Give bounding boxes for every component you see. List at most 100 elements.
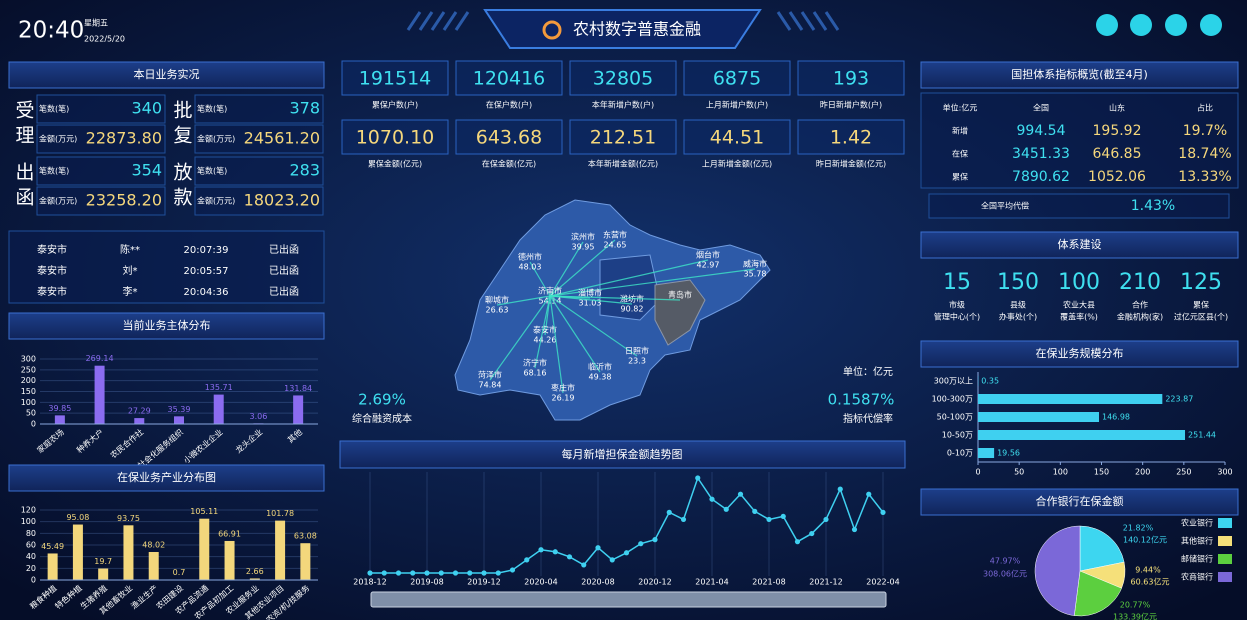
point [695, 475, 701, 481]
system-label: 过亿元区县(个) [1174, 312, 1228, 322]
bar [54, 415, 65, 424]
data-label: 3.06 [250, 412, 268, 421]
stat-value: 0.1587% [828, 391, 895, 409]
point [395, 570, 402, 576]
export-button[interactable] [1130, 14, 1152, 36]
zoom-slider[interactable] [370, 591, 887, 608]
amount-value: 23258.20 [86, 191, 162, 210]
system-label: 累保 [1193, 300, 1209, 310]
count-label: 笔数(笔) [39, 166, 69, 176]
bar [94, 365, 105, 424]
kpi-label: 在保金额(亿元) [482, 159, 536, 169]
kpi-box [455, 60, 563, 96]
point [410, 570, 416, 576]
point [438, 570, 444, 576]
refresh-button[interactable] [1200, 14, 1222, 36]
count-value: 283 [289, 161, 320, 180]
x-tick-label: 2021-12 [809, 578, 842, 587]
point [823, 516, 829, 523]
legend-swatch [1218, 518, 1232, 528]
amount-label: 金额(万元) [39, 134, 77, 144]
point [866, 491, 872, 497]
bar [249, 578, 260, 580]
record-cell: 李* [123, 285, 138, 298]
data-label: 93.75 [117, 514, 140, 523]
point [609, 557, 615, 563]
city-name: 烟台市 [696, 250, 720, 260]
table-header: 全国 [1033, 103, 1049, 113]
kpi-box [683, 60, 791, 96]
y-tick-label: 200 [21, 376, 36, 385]
amount-label: 金额(万元) [39, 196, 77, 206]
data-label: 251.44 [1188, 431, 1216, 440]
stat-label: 指标代偿率 [843, 412, 893, 425]
amount-label: 金额(万元) [197, 196, 235, 206]
slice-amount: 133.39亿元 [1113, 612, 1157, 620]
y-tick-label: 250 [21, 365, 36, 374]
data-label: 0.35 [981, 377, 999, 386]
flow-line [496, 295, 551, 306]
legend-swatch [1218, 536, 1232, 546]
panel-header [920, 488, 1239, 516]
record-cell: 20:07:39 [184, 245, 229, 256]
point [566, 554, 573, 560]
kpi-label: 昨日新增金额(亿元) [816, 159, 886, 169]
table-cell: 3451.33 [1012, 146, 1070, 162]
point [652, 537, 658, 543]
flow-line [549, 241, 584, 297]
x-tick-label: 2018-12 [353, 578, 386, 587]
block-name: 出函 [13, 162, 35, 212]
point [723, 506, 729, 512]
pie-slice [1034, 525, 1081, 616]
city-value: 90.82 [621, 305, 644, 314]
data-label: 101.78 [266, 509, 294, 518]
x-tick-label: 2020-04 [524, 578, 557, 587]
cell [36, 124, 166, 154]
amount-label: 金额(万元) [197, 134, 235, 144]
kpi-box [797, 60, 905, 96]
point [809, 530, 815, 537]
point [524, 557, 530, 563]
table-header: 单位:亿元 [943, 103, 978, 113]
system-value: 100 [1058, 270, 1100, 295]
point [481, 570, 487, 576]
point [467, 570, 473, 576]
stat-value: 2.69% [358, 391, 406, 409]
slice-percent: 47.97% [990, 557, 1021, 566]
data-label: 39.85 [48, 404, 71, 413]
y-tick-label: 80 [26, 529, 36, 538]
bar [123, 525, 134, 580]
settings-button[interactable] [1096, 14, 1118, 36]
panel-title: 合作银行在保金额 [1036, 494, 1124, 508]
data-label: 66.91 [218, 529, 241, 538]
panel-header [8, 312, 325, 340]
kpi-label: 本年新增户数(户) [592, 100, 654, 110]
data-label: 19.56 [997, 449, 1020, 458]
bar [300, 543, 311, 580]
amount-value: 18023.20 [244, 191, 320, 210]
table-cell: 在保 [952, 149, 968, 159]
bar [978, 430, 1186, 440]
slice-percent: 9.44% [1135, 566, 1161, 575]
point [851, 526, 858, 533]
weekday: 星期五 [84, 19, 108, 28]
y-tick-label: 100 [21, 398, 36, 407]
city-value: 35.78 [744, 270, 767, 279]
table-cell: 新增 [952, 126, 968, 136]
record-cell: 20:04:36 [184, 287, 229, 298]
kpi-box [569, 119, 677, 155]
city-name: 菏泽市 [478, 370, 502, 380]
point [367, 570, 373, 576]
y-tick-label: 300万以上 [934, 377, 973, 386]
data-label: 135.71 [205, 383, 233, 392]
bar [199, 518, 210, 580]
region-qingdao [654, 279, 706, 346]
slice-amount: 140.12亿元 [1123, 535, 1167, 545]
send-button[interactable] [1165, 14, 1187, 36]
panel-title: 在保业务产业分布图 [117, 470, 216, 484]
count-label: 笔数(笔) [39, 104, 69, 114]
city-name: 临沂市 [588, 362, 612, 372]
kpi-label: 累保金额(亿元) [368, 159, 422, 169]
y-tick-label: 40 [26, 552, 36, 561]
kpi-value: 1070.10 [356, 127, 435, 149]
